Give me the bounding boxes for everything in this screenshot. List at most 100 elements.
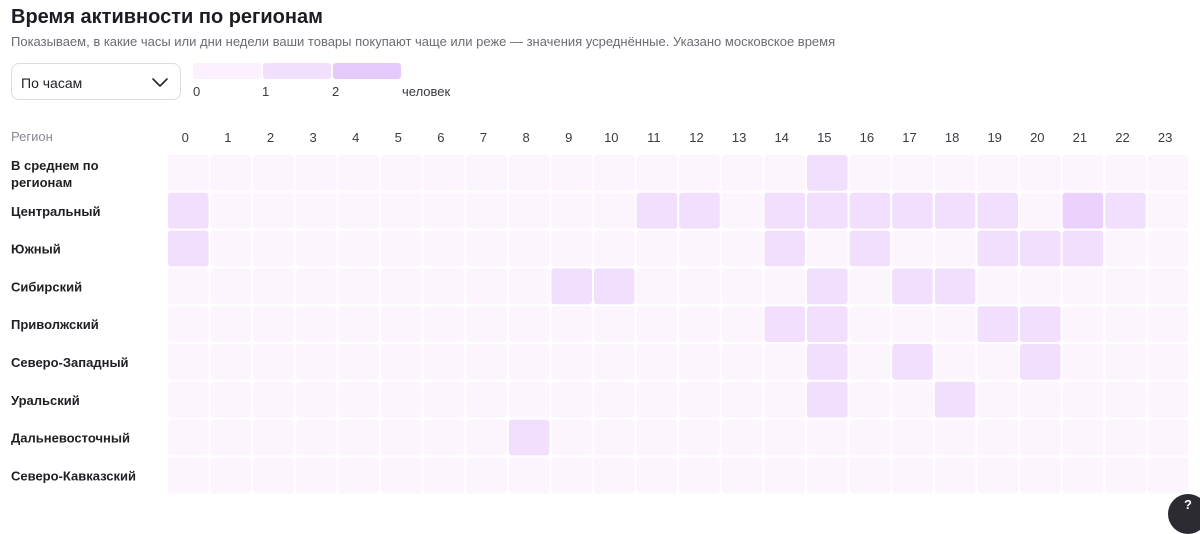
heatmap-cell [1147, 381, 1189, 418]
heatmap-cell [679, 155, 720, 191]
heatmap-cell [1105, 457, 1146, 494]
heatmap-cell [338, 230, 379, 267]
period-dropdown[interactable]: По часам [11, 63, 181, 100]
heatmap-cell [934, 230, 976, 267]
region-label: Центральный [11, 204, 100, 219]
heatmap-cell [807, 381, 848, 418]
heatmap-cell [423, 457, 465, 494]
heatmap-cell [977, 230, 1018, 267]
hour-label: 14 [774, 130, 788, 145]
hour-label: 13 [732, 130, 746, 145]
heatmap-cell [508, 268, 550, 305]
heatmap-cell [594, 155, 635, 191]
heatmap-cell [1147, 268, 1189, 305]
heatmap-cell [934, 344, 976, 380]
heatmap-cell [210, 192, 252, 229]
heatmap-cell [721, 381, 763, 418]
heatmap-cell [295, 419, 337, 456]
heatmap-cell [849, 381, 891, 418]
legend-swatch-1 [263, 63, 331, 79]
heatmap-cell [295, 155, 337, 191]
heatmap-cell [168, 155, 209, 191]
period-dropdown-value: По часам [21, 75, 83, 91]
heatmap-cell [679, 457, 720, 494]
heatmap-cell [594, 306, 635, 342]
hour-label: 4 [352, 130, 359, 145]
heatmap-cell [551, 192, 592, 229]
heatmap-cell [1105, 381, 1146, 418]
heatmap-cell [423, 381, 465, 418]
heatmap-cell [764, 419, 805, 456]
heatmap-cell [1105, 344, 1146, 380]
heatmap-cell [849, 344, 891, 380]
heatmap-cell [551, 419, 592, 456]
heatmap-cell [636, 192, 678, 229]
heatmap-cell [1062, 344, 1104, 380]
heatmap-cell [381, 306, 422, 342]
heatmap-cell [892, 230, 933, 267]
chevron-down-icon [152, 78, 168, 87]
help-button[interactable]: ? [1168, 494, 1200, 534]
heatmap-cell [168, 268, 209, 305]
heatmap-cell [210, 268, 252, 305]
heatmap-cell [253, 344, 294, 380]
heatmap-cell [764, 306, 805, 342]
hour-label: 17 [902, 130, 916, 145]
heatmap-cell [1105, 419, 1146, 456]
heatmap-cell [508, 419, 550, 456]
heatmap-cell [892, 419, 933, 456]
heatmap-cell [934, 419, 976, 456]
heatmap-cell [253, 155, 294, 191]
heatmap-cell [551, 344, 592, 380]
heatmap-cell [295, 306, 337, 342]
heatmap-cell [807, 268, 848, 305]
hour-label: 11 [647, 130, 661, 145]
legend-tick-0: 0 [193, 84, 201, 99]
hour-label: 21 [1073, 130, 1087, 145]
heatmap-cell [636, 230, 678, 267]
hour-label: 2 [267, 130, 274, 145]
heatmap-cell [1105, 268, 1146, 305]
heatmap-cell [466, 155, 507, 191]
heatmap-cell [721, 155, 763, 191]
heatmap-cell [210, 457, 252, 494]
hour-label: 5 [395, 130, 402, 145]
heatmap-cell [807, 344, 848, 380]
heatmap-cell [764, 457, 805, 494]
heatmap-cell [1020, 306, 1061, 342]
heatmap-cell [977, 381, 1018, 418]
heatmap-cell [466, 344, 507, 380]
heatmap-cell [849, 192, 891, 229]
hour-label: 1 [224, 130, 231, 145]
heatmap-cell [1020, 457, 1061, 494]
legend-unit-label: человек [402, 84, 451, 99]
heatmap-cell [338, 381, 379, 418]
heatmap-cell [1147, 192, 1189, 229]
heatmap-cell [1062, 230, 1104, 267]
heatmap-cell [807, 306, 848, 342]
heatmap-cell [466, 268, 507, 305]
heatmap-cell [423, 192, 465, 229]
heatmap-cell [892, 381, 933, 418]
heatmap-cell [807, 457, 848, 494]
hour-label: 6 [437, 130, 444, 145]
heatmap-cell [636, 419, 678, 456]
heatmap-cell [338, 192, 379, 229]
heatmap-cell [551, 457, 592, 494]
heatmap-cell [1062, 192, 1104, 229]
heatmap-cell [508, 457, 550, 494]
heatmap-cell [1105, 192, 1146, 229]
heatmap-cell [594, 381, 635, 418]
heatmap-cell [934, 306, 976, 342]
heatmap-cell [423, 155, 465, 191]
heatmap-cell [1062, 457, 1104, 494]
heatmap-cell [679, 192, 720, 229]
heatmap-cell [679, 230, 720, 267]
heatmap-cell [210, 344, 252, 380]
heatmap-cell [849, 306, 891, 342]
heatmap-cell [679, 306, 720, 342]
heatmap-cell [764, 192, 805, 229]
heatmap-cell [721, 306, 763, 342]
heatmap-cell [338, 344, 379, 380]
heatmap-cell [977, 306, 1018, 342]
